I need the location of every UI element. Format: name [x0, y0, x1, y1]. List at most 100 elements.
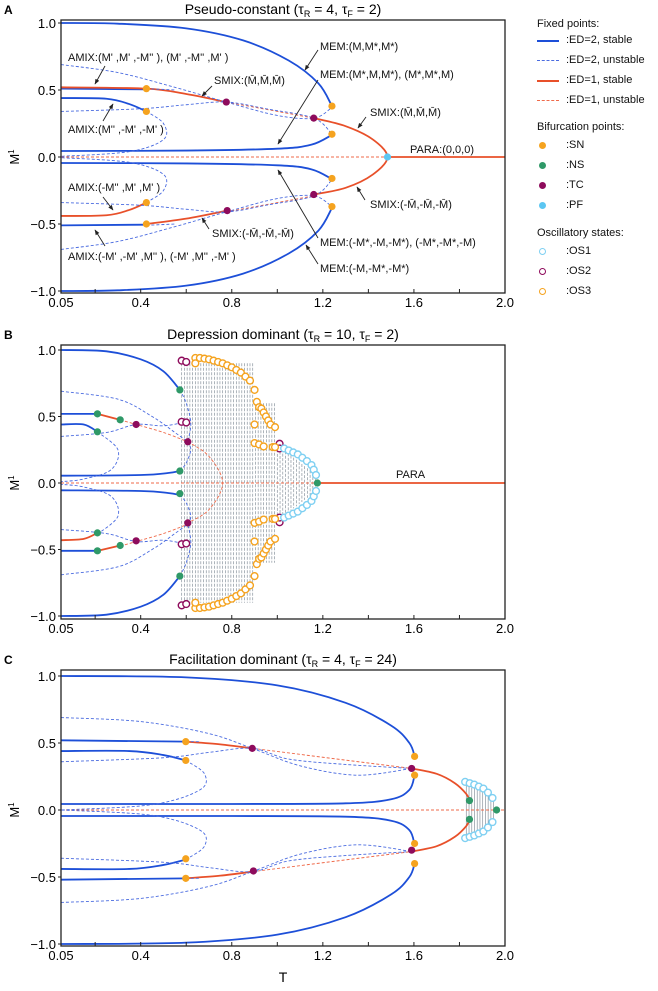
legend-ed2-unstable: :ED=2, unstable	[537, 54, 658, 68]
branch-ed2-stable	[61, 489, 181, 496]
annotation-arrow	[201, 217, 210, 230]
oscillation-point-os2	[182, 357, 191, 367]
annotation-label: PARA	[396, 469, 426, 481]
bifurcation-point-sn	[328, 102, 336, 110]
legend-label: :PF	[566, 199, 584, 211]
title-text: Facilitation dominant (τ	[169, 651, 312, 667]
os1-ring-icon	[539, 248, 546, 255]
bifurcation-point-sn	[411, 860, 419, 868]
oscillation-point-os3	[270, 423, 280, 432]
panel-b: B Depression dominant (τR = 10, τF = 2) 0.…	[4, 326, 514, 636]
bifurcation-point-tc	[248, 744, 256, 752]
branch-ed1-stable	[61, 201, 147, 217]
bifurcation-point-sn	[328, 130, 336, 138]
annotation-label: MEM:(-M,-M*,-M*)	[320, 263, 409, 275]
y-axis-label: M1	[7, 475, 22, 491]
bifurcation-point-tc	[132, 420, 140, 429]
branch-ed2-stable	[61, 675, 416, 757]
os2-ring-icon	[539, 268, 546, 275]
ed2-unstable-line-icon	[537, 60, 559, 61]
bifurcation-point-ns	[313, 479, 321, 487]
branch-ed2-stable	[61, 134, 333, 152]
annotation-label: SMIX:(-M̄,-M̄,-M̄)	[212, 227, 294, 240]
oscillation-point-os1	[311, 486, 321, 496]
branch-ed2-unstable	[61, 809, 207, 860]
y-label-text: M	[7, 480, 22, 491]
branch-ed2-unstable	[179, 494, 192, 525]
bifurcation-point-ns	[492, 806, 501, 814]
oscillation-point-os2	[182, 418, 191, 427]
y-tick-label: 1.0	[38, 669, 56, 684]
bifurcation-point-ns	[465, 815, 474, 823]
branch-ed1-unstable	[226, 101, 314, 119]
legend-pf: :PF	[537, 199, 658, 213]
panel-a: A Pseudo-constant (τR = 4, τF = 2) 0.05 0.4…	[4, 1, 514, 310]
branch-ed1-stable	[61, 532, 98, 542]
legend-ed1-stable: :ED=1, stable	[537, 74, 658, 88]
title-subscript: R	[314, 334, 321, 344]
y-tick-label: 1.0	[38, 16, 56, 31]
oscillation-point-os3	[250, 537, 259, 546]
ed1-unstable-line-icon	[537, 100, 559, 101]
x-tick-label: 1.6	[405, 948, 423, 963]
bifurcation-point-tc	[184, 519, 192, 527]
oscillation-point-os3	[250, 385, 259, 395]
bifurcation-point-sn	[411, 752, 419, 761]
oscillation-point-os3	[259, 515, 268, 524]
annotation-arrow	[102, 103, 114, 122]
x-tick-label: 0.4	[132, 621, 150, 636]
annotation-arrow	[94, 229, 106, 247]
bifurcation-point-tc	[310, 114, 318, 122]
annotation-arrow	[102, 196, 114, 211]
y-tick-label: 0.0	[38, 476, 56, 491]
panel-label: A	[4, 3, 13, 17]
oscillation-point-os3	[245, 376, 255, 385]
bifurcation-point-tc	[408, 764, 416, 773]
panel-label: C	[4, 653, 13, 667]
ns-dot-icon	[539, 162, 546, 169]
branch-ed2-stable	[61, 162, 333, 180]
bifurcation-point-sn	[182, 756, 190, 765]
branch-ed2-stable	[61, 877, 186, 881]
title-text: = 24)	[361, 651, 397, 667]
legend-sn: :SN	[537, 139, 658, 153]
branch-ed1-stable	[185, 740, 253, 750]
branch-ed1-stable	[146, 209, 228, 225]
x-tick-label: 1.6	[405, 621, 423, 636]
oscillation-point-os3	[191, 598, 200, 607]
branch-ed1-stable	[411, 767, 471, 802]
bifurcation-point-pf	[383, 153, 392, 161]
legend-label: :TC	[566, 179, 584, 191]
bifurcation-point-sn	[142, 107, 150, 116]
sn-dot-icon	[539, 142, 546, 149]
ed2-stable-line-icon	[537, 40, 559, 42]
branch-ed2-stable	[61, 470, 181, 477]
legend-label: :ED=2, stable	[566, 34, 633, 46]
branch-ed1-stable	[97, 412, 121, 421]
y-tick-label: −1.0	[30, 284, 56, 299]
bifurcation-point-ns	[176, 572, 184, 580]
legend-os2: :OS2	[537, 265, 658, 279]
oscillation-point-os3	[270, 534, 280, 543]
bifurcation-point-sn	[142, 198, 150, 207]
branch-ed2-stable	[61, 207, 333, 292]
branch-ed2-unstable	[61, 431, 120, 483]
title-text: = 4, τ	[310, 1, 348, 17]
title-subscript: F	[347, 9, 353, 19]
bifurcation-point-ns	[93, 529, 102, 537]
y-label-text: M	[7, 154, 22, 165]
legend-label: :ED=1, unstable	[566, 94, 645, 106]
title-subscript: R	[312, 659, 319, 669]
annotation-arrow	[94, 65, 106, 85]
title-text: Depression dominant (τ	[167, 326, 314, 342]
bifurcation-point-ns	[465, 797, 474, 805]
bifurcation-point-sn	[182, 855, 190, 863]
oscillation-point-os3	[270, 442, 280, 452]
y-tick-label: −1.0	[30, 937, 56, 952]
oscillation-point-os3	[250, 420, 259, 429]
branch-ed2-stable	[61, 575, 181, 617]
bifurcation-point-ns	[176, 467, 184, 475]
legend-ed1-unstable: :ED=1, unstable	[537, 94, 658, 108]
bifurcation-point-sn	[411, 771, 419, 779]
